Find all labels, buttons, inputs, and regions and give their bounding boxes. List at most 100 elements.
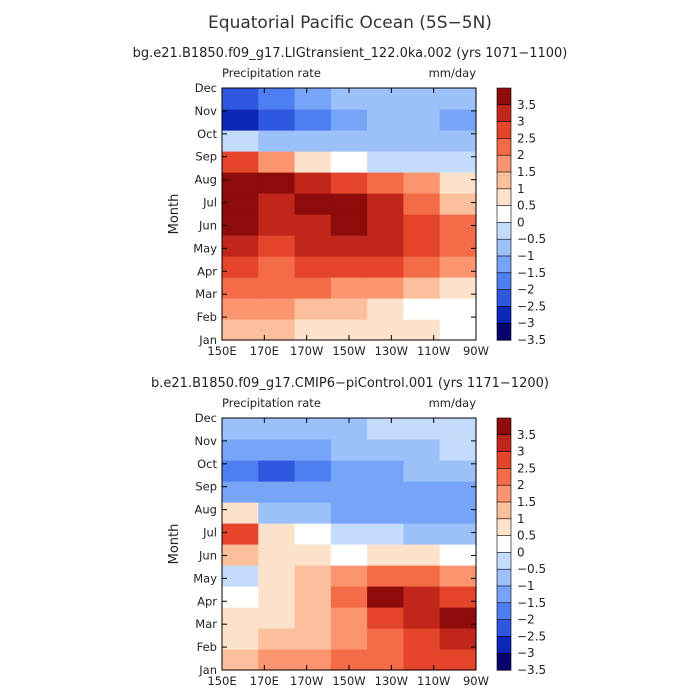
colorbar-tick-label: −3.5	[517, 333, 546, 347]
panel-2: b.e21.B1850.f09_g17.CMIP6−piControl.001 …	[151, 376, 549, 688]
colorbar-tick-label: −1	[517, 579, 535, 593]
colorbar-tick-label: −3.5	[517, 663, 546, 677]
heatmap-cell	[294, 151, 332, 173]
heatmap-cell	[403, 607, 441, 629]
colorbar-tick-label: 0.5	[517, 529, 536, 543]
heatmap-cell	[439, 502, 477, 524]
panel-1-x-ticks: 150E 170E 170W 150W 130W 110W 90W	[207, 88, 489, 358]
heatmap-cell	[403, 460, 441, 482]
heatmap-cell	[439, 460, 477, 482]
colorbar-swatch	[496, 417, 512, 436]
colorbar-swatch	[496, 188, 512, 207]
y-tick-label: Apr	[197, 264, 217, 278]
y-tick-label: Aug	[195, 173, 217, 187]
colorbar-tick-label: 0.5	[517, 199, 536, 213]
heatmap-cell	[258, 151, 296, 173]
heatmap-cell	[222, 193, 259, 215]
colorbar-tick-label: 3.5	[517, 428, 536, 442]
heatmap-cell	[294, 607, 332, 629]
heatmap-cell	[330, 460, 368, 482]
panel-2-y-ticks: Jan Feb Mar Apr May Jun Jul Aug Sep Oct Nov Dec	[193, 411, 476, 677]
colorbar-swatch	[496, 585, 512, 604]
heatmap-cell	[403, 481, 441, 503]
heatmap-cell	[294, 109, 332, 131]
heatmap-cell	[330, 277, 368, 299]
y-tick-label: Jun	[198, 548, 217, 562]
heatmap-cell	[439, 235, 477, 257]
y-tick-label: Apr	[197, 594, 217, 608]
heatmap-cell	[330, 151, 368, 173]
colorbar-tick-label: −1.5	[517, 266, 546, 280]
heatmap-cell	[294, 439, 332, 461]
heatmap-cell	[222, 586, 259, 608]
heatmap-cell	[367, 109, 405, 131]
heatmap-cell	[403, 565, 441, 587]
heatmap-cell	[439, 109, 477, 131]
heatmap-cell	[367, 523, 405, 545]
heatmap-cell	[222, 460, 259, 482]
heatmap-cell	[439, 88, 477, 110]
heatmap-cell	[258, 235, 296, 257]
heatmap-cell	[367, 649, 405, 671]
x-tick-label: 110W	[417, 344, 450, 358]
heatmap-cell	[222, 109, 259, 131]
heatmap-cell	[222, 439, 259, 461]
heatmap-cell	[294, 319, 332, 341]
colorbar-swatch	[496, 501, 512, 520]
heatmap-cell	[222, 607, 259, 629]
heatmap-cell	[403, 418, 441, 440]
heatmap-cell	[222, 130, 259, 152]
panel-1-variable-label: Precipitation rate	[222, 66, 321, 80]
colorbar-tick-label: −0.5	[517, 232, 546, 246]
heatmap-cell	[439, 607, 477, 629]
heatmap-cell	[222, 235, 259, 257]
heatmap-cell	[258, 193, 296, 215]
heatmap-cell	[330, 628, 368, 650]
heatmap-cell	[367, 277, 405, 299]
heatmap-cell	[367, 628, 405, 650]
heatmap-cell	[367, 502, 405, 524]
heatmap-cell	[222, 544, 259, 566]
heatmap-cell	[222, 277, 259, 299]
heatmap-cell	[403, 151, 441, 173]
heatmap-cell	[330, 502, 368, 524]
colorbar-swatch	[496, 289, 512, 308]
heatmap-cell	[330, 607, 368, 629]
heatmap-cell	[439, 277, 477, 299]
heatmap-cell	[367, 130, 405, 152]
x-tick-label: 150W	[332, 674, 365, 688]
y-tick-label: May	[193, 571, 217, 585]
heatmap-cell	[258, 544, 296, 566]
colorbar-tick-label: −1	[517, 249, 535, 263]
heatmap-cell	[294, 88, 332, 110]
heatmap-cell	[258, 298, 296, 320]
y-tick-label: Dec	[195, 411, 217, 425]
heatmap-cell	[258, 277, 296, 299]
colorbar-swatch	[496, 322, 512, 341]
x-tick-label: 130W	[375, 344, 408, 358]
y-tick-label: Mar	[195, 617, 217, 631]
heatmap-cell	[403, 439, 441, 461]
heatmap-cell	[222, 481, 259, 503]
colorbar-tick-label: 0	[517, 545, 525, 559]
x-tick-label: 130W	[375, 674, 408, 688]
heatmap-cell	[258, 523, 296, 545]
heatmap-cell	[330, 256, 368, 278]
heatmap-cell	[403, 544, 441, 566]
heatmap-cell	[367, 544, 405, 566]
heatmap-cell	[222, 319, 259, 341]
heatmap-cell	[258, 565, 296, 587]
colorbar-swatch	[496, 602, 512, 621]
heatmap-cell	[222, 649, 259, 671]
colorbar-tick-label: 1.5	[517, 495, 536, 509]
panel-2-x-ticks: 150E 170E 170W 150W 130W 110W 90W	[207, 418, 489, 688]
heatmap-cell	[330, 481, 368, 503]
colorbar-swatch	[496, 619, 512, 637]
heatmap-cell	[258, 88, 296, 110]
colorbar-tick-label: −2.5	[517, 299, 546, 313]
heatmap-cell	[294, 544, 332, 566]
heatmap-cell	[439, 586, 477, 608]
heatmap-cell	[222, 298, 259, 320]
x-tick-label: 90W	[463, 674, 489, 688]
x-tick-label: 170E	[250, 674, 279, 688]
